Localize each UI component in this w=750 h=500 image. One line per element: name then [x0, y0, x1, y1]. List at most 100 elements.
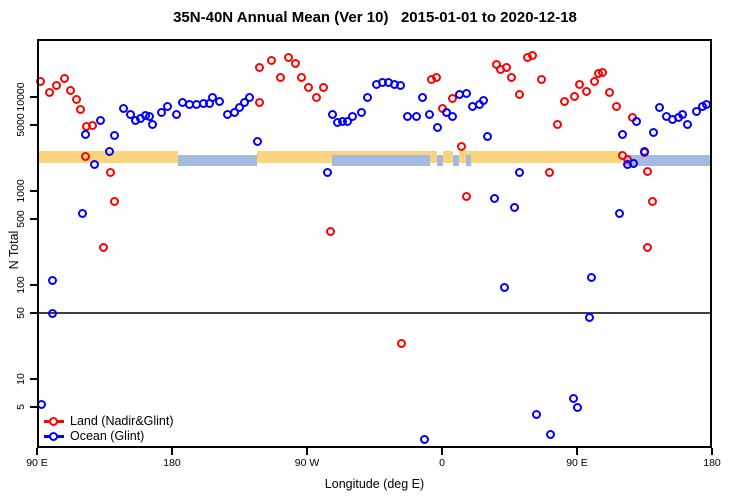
band-segment-blue: [178, 154, 258, 167]
data-point-ocean: [110, 131, 119, 140]
x-tick: [711, 448, 713, 455]
data-point-ocean: [629, 158, 638, 168]
data-point-ocean: [632, 117, 641, 127]
data-point-land: [642, 167, 652, 177]
data-point-ocean: [489, 193, 499, 203]
y-tick-label: 1000: [15, 178, 27, 203]
data-point-ocean: [639, 147, 649, 157]
data-point-ocean: [569, 393, 578, 403]
data-point-land: [75, 105, 85, 115]
data-point-ocean: [500, 283, 509, 293]
x-tick: [171, 448, 173, 455]
data-point-ocean: [587, 273, 596, 283]
x-tick: [441, 448, 443, 455]
data-point-land: [537, 74, 547, 84]
data-point-land: [297, 72, 307, 82]
plot-border-box: [37, 39, 712, 448]
y-tick-label: 10000: [15, 81, 27, 112]
y-tick: [30, 311, 37, 314]
band-segment-blue: [452, 154, 459, 167]
band-segment-blue: [437, 154, 444, 167]
data-point-ocean: [348, 112, 358, 121]
data-point-ocean: [327, 110, 337, 120]
data-point-ocean: [615, 208, 625, 218]
data-point-land: [605, 87, 614, 97]
data-point-ocean: [648, 128, 658, 138]
legend: Land (Nadir&Glint) Ocean (Glint): [44, 414, 264, 444]
data-point-ocean: [90, 159, 100, 169]
band-segment-gold: [430, 151, 438, 164]
y-tick: [30, 95, 37, 98]
data-point-land: [66, 85, 76, 95]
data-point-ocean: [162, 102, 172, 111]
data-point-ocean: [234, 102, 244, 112]
y-axis-title: N Total: [7, 230, 21, 270]
data-point-ocean: [510, 203, 520, 213]
data-point-ocean: [147, 119, 157, 129]
y-tick-label: 500: [15, 210, 27, 228]
y-tick: [30, 405, 37, 408]
x-tick-label: 90 W: [294, 457, 320, 469]
legend-item-ocean: Ocean (Glint): [44, 429, 264, 444]
data-point-ocean: [105, 147, 115, 157]
data-point-ocean: [411, 112, 421, 121]
data-point-ocean: [323, 168, 332, 178]
band-segment-gold: [37, 151, 178, 164]
data-point-land: [582, 86, 592, 96]
x-tick-label: 90 E: [566, 457, 588, 469]
x-axis-title: Longitude (deg E): [324, 477, 425, 491]
data-point-ocean: [363, 93, 373, 103]
y-tick: [30, 217, 37, 220]
data-point-land: [255, 97, 265, 107]
x-tick: [36, 448, 38, 455]
y-tick: [30, 189, 37, 192]
y-tick: [30, 283, 37, 286]
data-point-land: [612, 102, 622, 111]
data-point-ocean: [96, 116, 106, 126]
data-point-ocean: [245, 93, 254, 103]
band-segment-blue: [625, 154, 712, 167]
data-point-ocean: [573, 402, 583, 412]
data-point-land: [432, 72, 442, 82]
data-point-land: [99, 243, 109, 253]
data-point-ocean: [585, 313, 595, 322]
x-tick-label: 0: [439, 457, 445, 469]
data-point-ocean: [546, 430, 556, 440]
y-tick-label: 5000: [15, 113, 27, 137]
data-point-ocean: [171, 110, 181, 120]
data-point-ocean: [618, 130, 628, 140]
data-point-ocean: [357, 108, 367, 118]
data-point-ocean: [447, 112, 457, 121]
data-point-land: [267, 55, 277, 65]
data-point-land: [291, 58, 301, 68]
x-tick: [576, 448, 578, 455]
data-point-ocean: [462, 88, 472, 98]
data-point-ocean: [48, 276, 58, 286]
data-point-ocean: [342, 117, 352, 127]
data-point-ocean: [252, 137, 262, 146]
y-tick-label: 10: [15, 372, 27, 385]
data-point-ocean: [126, 110, 136, 120]
data-point-ocean: [531, 409, 541, 419]
data-point-land: [81, 152, 91, 162]
band-segment-gold: [458, 151, 622, 164]
data-point-land: [570, 91, 580, 101]
x-tick-label: 180: [163, 457, 181, 469]
data-point-ocean: [240, 97, 250, 107]
band-segment-blue: [332, 154, 430, 167]
data-point-land: [515, 89, 524, 99]
data-point-ocean: [81, 129, 91, 139]
data-point-land: [284, 52, 293, 62]
data-point-land: [456, 142, 466, 152]
x-tick: [306, 448, 308, 455]
data-point-land: [648, 197, 658, 207]
data-point-land: [597, 67, 607, 77]
data-point-ocean: [119, 104, 128, 113]
data-point-land: [45, 87, 55, 97]
data-point-ocean: [417, 93, 427, 103]
y-tick-label: 50: [15, 306, 27, 319]
data-point-land: [642, 243, 652, 253]
data-point-land: [72, 95, 82, 105]
band-segment-blue: [466, 154, 471, 167]
